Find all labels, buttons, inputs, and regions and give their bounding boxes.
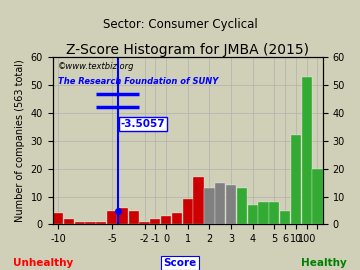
Text: Healthy: Healthy bbox=[301, 258, 347, 268]
Text: Score: Score bbox=[163, 258, 197, 268]
Y-axis label: Number of companies (563 total): Number of companies (563 total) bbox=[15, 60, 25, 222]
Bar bbox=[129, 211, 139, 224]
Bar bbox=[85, 222, 96, 224]
Text: Unhealthy: Unhealthy bbox=[13, 258, 73, 268]
Bar bbox=[237, 188, 247, 224]
Bar bbox=[96, 222, 107, 224]
Text: ©www.textbiz.org: ©www.textbiz.org bbox=[58, 62, 135, 71]
Bar bbox=[53, 213, 63, 224]
Bar bbox=[75, 222, 85, 224]
Bar bbox=[215, 183, 225, 224]
Bar bbox=[172, 213, 182, 224]
Bar bbox=[291, 135, 301, 224]
Bar bbox=[64, 219, 74, 224]
Text: Sector: Consumer Cyclical: Sector: Consumer Cyclical bbox=[103, 18, 257, 31]
Bar bbox=[150, 219, 161, 224]
Bar bbox=[248, 205, 258, 224]
Bar bbox=[161, 216, 171, 224]
Text: The Research Foundation of SUNY: The Research Foundation of SUNY bbox=[58, 77, 219, 86]
Title: Z-Score Histogram for JMBA (2015): Z-Score Histogram for JMBA (2015) bbox=[66, 43, 309, 57]
Bar bbox=[118, 208, 128, 224]
Bar bbox=[269, 202, 279, 224]
Bar bbox=[302, 77, 312, 224]
Bar bbox=[312, 169, 323, 224]
Text: -3.5057: -3.5057 bbox=[121, 119, 165, 129]
Bar bbox=[226, 185, 236, 224]
Bar bbox=[193, 177, 204, 224]
Bar bbox=[139, 222, 150, 224]
Bar bbox=[280, 211, 290, 224]
Bar bbox=[183, 200, 193, 224]
Bar bbox=[204, 188, 215, 224]
Bar bbox=[107, 211, 117, 224]
Bar bbox=[258, 202, 269, 224]
